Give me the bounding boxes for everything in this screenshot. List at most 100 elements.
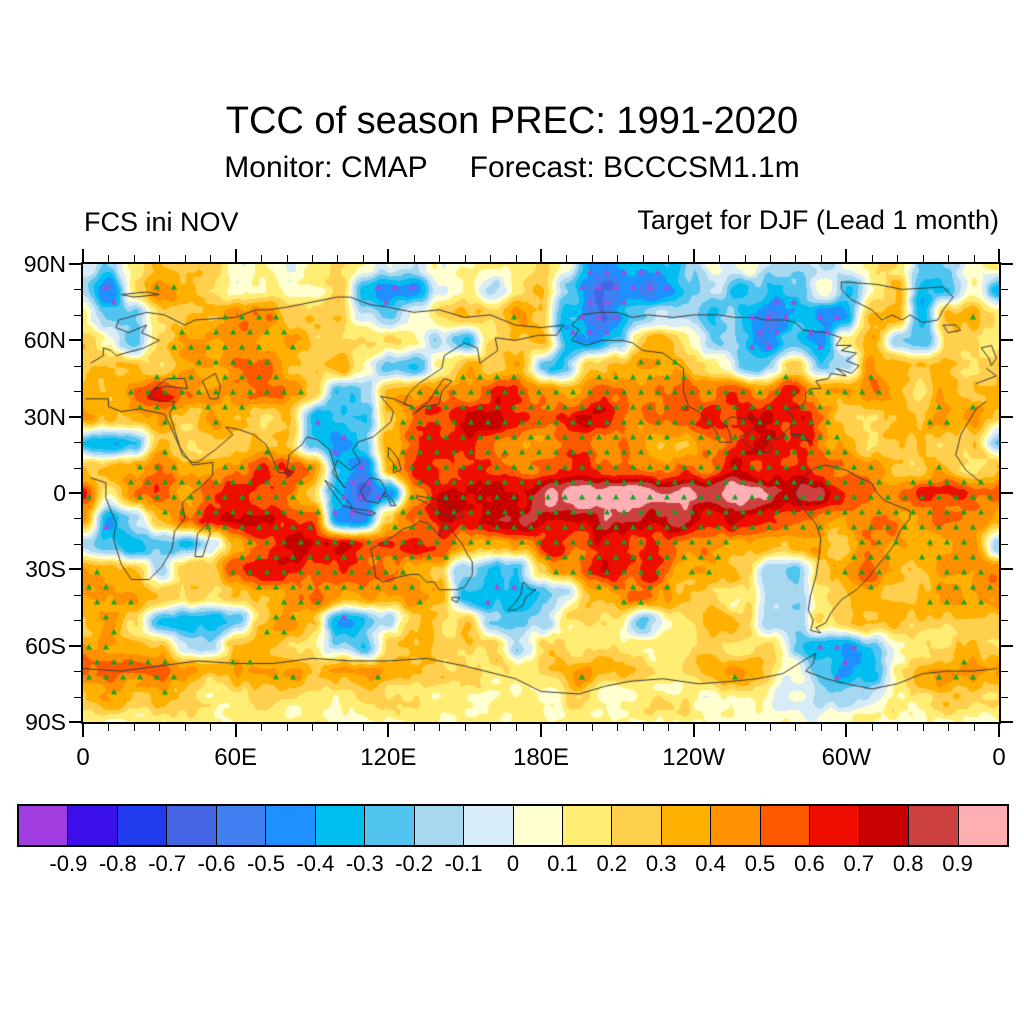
colorbar-label: -0.8 [98,851,137,876]
colorbar-cell [364,806,414,845]
x-major-tick-bottom [845,724,848,737]
x-minor-tick-bottom [159,724,161,731]
x-minor-tick-bottom [871,724,873,731]
x-minor-tick-bottom [312,724,313,731]
x-minor-tick-top [184,255,186,262]
target-caption: Target for DJF (Lead 1 month) [637,205,999,235]
x-minor-tick-bottom [591,724,593,731]
x-minor-tick-top [770,255,771,262]
x-minor-tick-bottom [439,724,441,731]
y-tick-label: 90N [23,251,66,277]
colorbar-cell [660,806,711,845]
y-minor-tick-left [74,365,81,367]
x-minor-tick-top [108,255,110,262]
colorbar-label: -0.5 [247,851,285,876]
colorbar-cell [858,806,909,845]
colorbar-label: 0.5 [744,851,776,876]
y-minor-tick-left [74,543,81,545]
x-minor-tick-bottom [337,724,339,731]
initialization-caption: FCS ini NOV [84,207,239,237]
monitor-label: Monitor: CMAP [224,151,428,184]
colorbar-label: 0.2 [596,851,628,876]
x-minor-tick-top [490,255,492,262]
colorbar-cell [809,806,859,845]
y-major-tick-right [1001,415,1013,418]
y-major-tick-right [1001,568,1013,571]
x-major-tick-top [998,249,1000,262]
y-major-tick-left [69,568,81,571]
y-minor-tick-right [1001,467,1008,469]
y-minor-tick-left [74,391,81,393]
x-major-tick-top [845,249,848,262]
x-minor-tick-top [897,255,899,262]
y-major-tick-right [1001,492,1013,494]
y-minor-tick-left [74,671,81,673]
colorbar-label: 0.8 [892,851,924,876]
y-tick-label: 0 [53,480,66,506]
colorbar-label: -0.3 [345,851,384,876]
colorbar-label: 0.1 [547,851,578,876]
chart-title: TCC of season PREC: 1991-2020 [225,100,799,142]
colorbar-cell [611,806,661,845]
colorbar-cell [413,806,464,845]
colorbar-label: 0.6 [794,851,825,876]
x-major-tick-top [692,249,695,262]
y-minor-tick-left [74,289,81,291]
x-tick-label: 120W [662,744,725,771]
x-minor-tick-bottom [719,724,721,731]
x-major-tick-top [234,249,237,262]
x-minor-tick-top [159,255,161,262]
colorbar-cell [561,806,612,845]
x-minor-tick-bottom [464,724,466,731]
x-minor-tick-bottom [261,724,263,731]
x-minor-tick-top [591,255,593,262]
y-minor-tick-left [74,314,81,316]
y-major-tick-right [1001,339,1013,342]
y-minor-tick-right [1001,365,1008,367]
y-minor-tick-right [1001,442,1008,444]
correlation-map-canvas [83,264,999,722]
y-minor-tick-right [1001,543,1008,545]
x-major-tick-bottom [387,724,390,737]
colorbar-label: -0.1 [444,851,483,876]
x-minor-tick-bottom [490,724,492,731]
x-minor-tick-bottom [922,724,924,731]
y-major-tick-right [1001,263,1013,265]
colorbar-cell [759,806,810,845]
y-tick-label: 90S [25,709,66,735]
x-minor-tick-top [286,255,288,262]
x-minor-tick-top [948,255,950,262]
map-frame [81,262,1001,724]
x-minor-tick-top [312,255,313,262]
forecast-label: Forecast: BCCCSM1.1m [469,151,800,184]
y-minor-tick-left [74,696,81,698]
colorbar-cell [957,806,1008,845]
x-minor-tick-bottom [413,724,415,731]
y-major-tick-right [1001,644,1013,647]
x-minor-tick-bottom [133,724,135,731]
x-tick-label: 0 [992,744,1006,771]
y-minor-tick-right [1001,314,1008,316]
x-minor-tick-top [871,255,873,262]
x-minor-tick-bottom [668,724,670,731]
x-major-tick-top [82,249,84,262]
y-minor-tick-left [74,467,81,469]
x-minor-tick-top [795,255,797,262]
colorbar-label: 0.9 [942,851,973,876]
x-minor-tick-top [642,255,644,262]
x-minor-tick-bottom [566,724,568,731]
x-minor-tick-top [973,255,975,262]
x-minor-tick-top [515,255,517,262]
x-minor-tick-top [668,255,670,262]
y-major-tick-left [69,263,81,265]
x-minor-tick-top [133,255,135,262]
x-minor-tick-bottom [362,724,364,731]
colorbar-cell [265,806,315,845]
y-minor-tick-left [74,442,81,444]
y-minor-tick-right [1001,391,1008,393]
colorbar-label: -0.2 [395,851,434,876]
x-tick-label: 120E [360,744,417,771]
y-major-tick-left [69,644,81,647]
x-minor-tick-top [719,255,721,262]
